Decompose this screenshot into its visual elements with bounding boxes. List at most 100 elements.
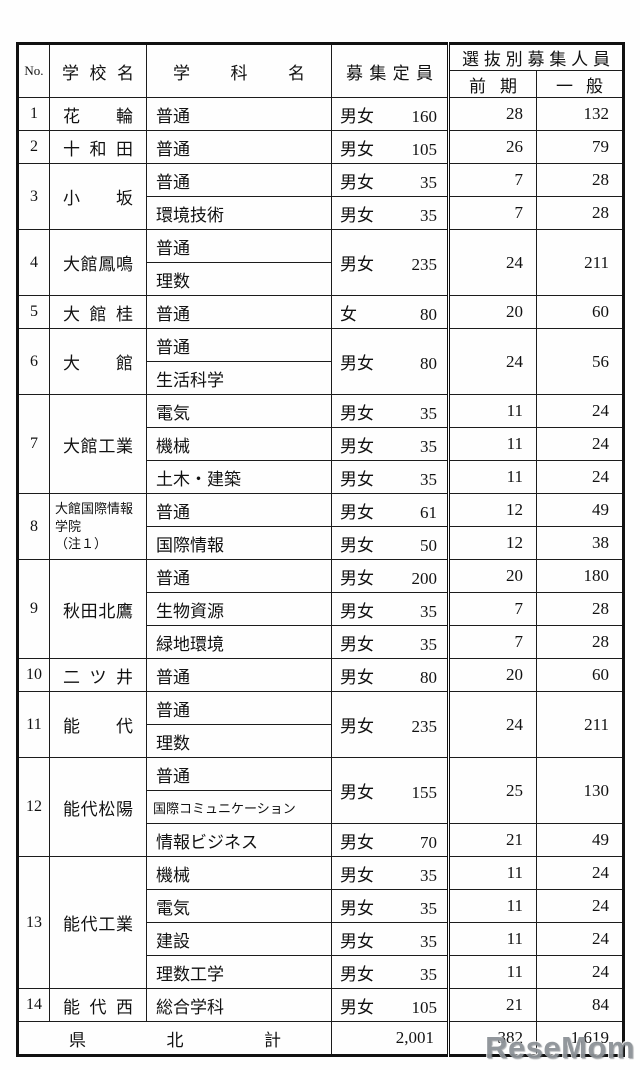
quota-value: 35: [420, 172, 437, 192]
quota-cell: 男女 35: [331, 856, 449, 890]
zenki-cell: 12: [447, 493, 537, 527]
header-general-selection: 一般: [536, 70, 624, 98]
quota-cell: 男女 105: [331, 988, 449, 1022]
table-row: 理数: [18, 262, 624, 296]
ippan-cell: 24: [536, 856, 624, 890]
quota-gender: 男女: [340, 436, 374, 456]
quota-inner: 女 80: [333, 300, 448, 325]
table-row: 4 大館鳳鳴 普通 男女 235 24 211: [17, 229, 624, 296]
quota-inner: 男女 160: [333, 102, 448, 127]
quota-value: 70: [420, 832, 437, 852]
school-name-cell: 大館桂: [49, 295, 147, 329]
quota-gender: 男女: [340, 502, 374, 522]
zenki-cell: 11: [447, 922, 537, 956]
table-row: 13 能代工業 機械 男女 35 11 24: [17, 856, 624, 989]
zenki-cell: 11: [447, 427, 537, 461]
footer-total-zenki: 382: [447, 1021, 537, 1056]
header-row-2: 前期 一般: [18, 70, 624, 98]
dept-cell: 国際情報: [146, 526, 332, 560]
quota-cell: 男女 35: [331, 889, 449, 923]
dept-cell: 情報ビジネス: [146, 823, 332, 857]
table-row: 緑地環境 男女 35 7 28: [18, 625, 624, 659]
footer-row: 県北計 2,001 382 1,619: [17, 1021, 624, 1056]
ippan-cell: 28: [536, 625, 624, 659]
quota-cell: 男女 235: [331, 229, 449, 296]
school-note: （注１）: [55, 536, 108, 552]
dept-cell: 建設: [146, 922, 332, 956]
quota-cell: 男女 35: [331, 427, 449, 461]
quota-value: 35: [420, 601, 437, 621]
table-row: 情報ビジネス 男女 70 21 49: [18, 823, 624, 857]
dept-cell: 国際コミュニケーション: [146, 790, 332, 824]
ippan-cell: 24: [536, 460, 624, 494]
no-cell: 5: [17, 295, 50, 329]
zenki-cell: 7: [447, 625, 537, 659]
school-name-cell: 能代: [49, 691, 147, 758]
school-name: 大館鳳鳴: [63, 255, 133, 274]
quota-gender: 男女: [340, 865, 374, 885]
dept-cell: 普通: [146, 130, 332, 164]
quota-inner: 男女 155: [333, 778, 448, 803]
zenki-cell: 20: [447, 658, 537, 692]
table-row: 建設 男女 35 11 24: [18, 922, 624, 956]
zenki-cell: 24: [447, 229, 537, 296]
school-name-cell: 大館: [49, 328, 147, 395]
quota-gender: 男女: [340, 634, 374, 654]
table-row: 理数: [18, 724, 624, 758]
quota-inner: 男女 35: [333, 432, 448, 457]
quota-value: 105: [411, 139, 438, 159]
quota-cell: 男女 35: [331, 394, 449, 428]
table-row: 14 能代西 総合学科 男女 105 21 84: [17, 988, 624, 1022]
quota-cell: 男女 35: [331, 163, 449, 197]
quota-value: 155: [411, 783, 438, 802]
no-cell: 9: [17, 559, 50, 659]
table-header: No. 学校名 学科名 募集定員 選抜別募集人員 前期 一般: [17, 43, 624, 98]
no-cell: 11: [17, 691, 50, 758]
no-cell: 12: [17, 757, 50, 857]
ippan-cell: 28: [536, 163, 624, 197]
quota-cell: 女 80: [331, 295, 449, 329]
ippan-cell: 211: [536, 229, 624, 296]
quota-gender: 男女: [340, 172, 374, 192]
no-cell: 2: [17, 130, 50, 164]
school-name: 大館桂: [63, 304, 133, 324]
quota-inner: 男女 35: [333, 399, 448, 424]
quota-value: 35: [420, 634, 437, 654]
school-name-cell: 大館工業: [49, 394, 147, 494]
quota-value: 200: [411, 568, 438, 588]
no-cell: 13: [17, 856, 50, 989]
school-name: 能代工業: [63, 915, 133, 934]
quota-inner: 男女 35: [333, 960, 448, 985]
quota-value: 80: [420, 304, 437, 324]
quota-value: 50: [420, 535, 437, 555]
ippan-cell: 38: [536, 526, 624, 560]
quota-cell: 男女 50: [331, 526, 449, 560]
header-no: No.: [17, 43, 50, 98]
quota-value: 35: [420, 205, 437, 225]
dept-cell: 普通: [146, 559, 332, 593]
quota-value: 105: [411, 997, 438, 1017]
dept-cell: 電気: [146, 889, 332, 923]
school-name: 大館: [63, 354, 133, 373]
school-name-cell: 秋田北鷹: [49, 559, 147, 659]
school-name: 秋田北鷹: [63, 601, 133, 621]
header-recruitment-quota: 募集定員: [331, 43, 449, 98]
quota-inner: 男女 235: [333, 712, 448, 737]
quota-cell: 男女 35: [331, 922, 449, 956]
zenki-cell: 7: [447, 163, 537, 197]
quota-inner: 男女 70: [333, 828, 448, 853]
footer-total-quota: 2,001: [331, 1021, 449, 1056]
dept-cell: 電気: [146, 394, 332, 428]
ippan-cell: 132: [536, 97, 624, 131]
table-row: 土木・建築 男女 35 11 24: [18, 460, 624, 494]
quota-value: 235: [411, 255, 438, 274]
quota-cell: 男女 35: [331, 625, 449, 659]
quota-gender: 男女: [340, 832, 374, 852]
school-name-cell: 能代西: [49, 988, 147, 1022]
no-cell: 7: [17, 394, 50, 494]
quota-inner: 男女 35: [333, 597, 448, 622]
quota-cell: 男女 235: [331, 691, 449, 758]
quota-inner: 男女 61: [333, 498, 448, 523]
quota-cell: 男女 200: [331, 559, 449, 593]
quota-cell: 男女 35: [331, 196, 449, 230]
